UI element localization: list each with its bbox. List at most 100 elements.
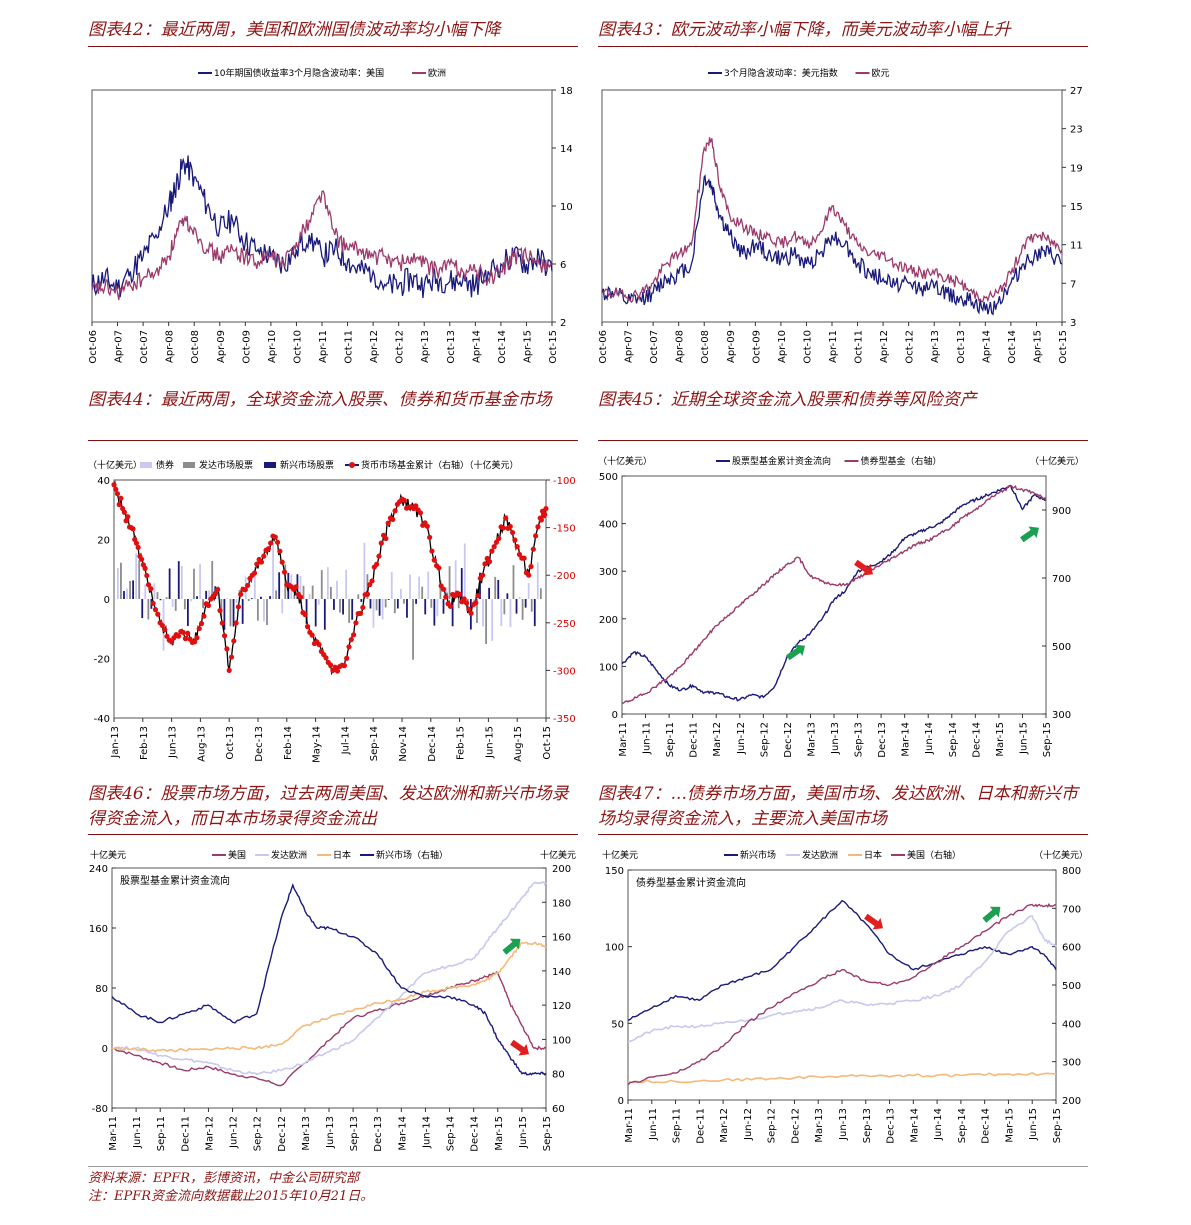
money-market-point (258, 559, 265, 565)
legend-entry: 发达欧洲 (802, 849, 838, 861)
y-right-tick-label: 140 (552, 967, 571, 978)
flow-bar (275, 590, 278, 599)
money-market-point (489, 548, 495, 554)
flow-bar (308, 594, 311, 599)
x-tick-label: Sep-14 (957, 1108, 968, 1143)
legend-entry: 10年期国债收益率3个月隐含波动率：美国 (214, 67, 384, 79)
flow-bar (460, 568, 463, 599)
legend-swatch (140, 462, 152, 468)
money-market-point (530, 546, 536, 552)
flow-bar (202, 599, 204, 609)
series-line (111, 881, 547, 1076)
flow-bar (272, 542, 274, 599)
x-tick-label: May-14 (312, 726, 323, 763)
x-tick-label: Feb-14 (283, 726, 294, 760)
x-tick-label: Aug-13 (196, 726, 207, 762)
money-market-point (152, 607, 159, 613)
money-market-point (268, 540, 274, 546)
flow-bar (406, 599, 408, 618)
x-tick-label: Jan-13 (110, 726, 121, 759)
flow-bar (269, 596, 271, 599)
money-market-point (254, 561, 260, 567)
flow-bar (229, 599, 232, 627)
x-tick-label: Sep-11 (156, 1116, 167, 1151)
money-market-point (111, 482, 117, 488)
y-tick-label: 6 (560, 260, 566, 271)
y-tick-label: 7 (1070, 279, 1076, 290)
y-left-tick-label: -20 (94, 655, 110, 666)
x-tick-label: Mar-15 (494, 1116, 505, 1151)
flow-bar (485, 599, 487, 644)
legend-entry: 股票型基金累计资金流向 (732, 455, 831, 467)
x-tick-label: Jun-11 (132, 1116, 143, 1149)
flow-bar (171, 599, 174, 607)
money-market-point (125, 514, 131, 520)
legend-swatch (264, 462, 276, 468)
y-left-tick-label: 150 (605, 866, 624, 877)
y-left-tick-label: 100 (605, 943, 624, 954)
money-market-point (466, 606, 472, 612)
flow-bar (336, 580, 338, 599)
legend-entry: 美国 (228, 849, 246, 861)
y-tick-label: 27 (1070, 86, 1083, 97)
x-tick-label: Sep-14 (948, 722, 959, 757)
flow-bar (305, 599, 308, 624)
flow-bar (323, 599, 326, 630)
flow-bar (156, 592, 159, 599)
flow-bar (442, 599, 445, 614)
x-tick-label: Mar-11 (618, 722, 629, 757)
flow-bar (369, 599, 372, 609)
arrow-marker (982, 906, 1001, 923)
money-market-point (144, 572, 150, 579)
x-tick-label: Apr-08 (165, 330, 176, 363)
x-tick-label: Apr-13 (930, 330, 941, 363)
y-right-tick-label: 160 (552, 933, 571, 944)
flow-bar (120, 562, 122, 599)
y-left-tick-label: 500 (599, 472, 618, 483)
x-tick-label: Apr-07 (624, 330, 635, 363)
money-market-point (302, 611, 308, 618)
flow-bar (445, 587, 448, 599)
flow-bar (180, 565, 183, 599)
flow-bar (126, 588, 128, 599)
y-left-tick-label: 100 (599, 662, 618, 673)
y-right-tick-label: 500 (1052, 642, 1071, 653)
y-right-tick-label: 180 (552, 898, 571, 909)
y-right-tick-label: 600 (1062, 943, 1081, 954)
x-tick-label: Jun-11 (642, 722, 653, 755)
x-tick-label: Oct-08 (190, 330, 201, 364)
money-market-point (123, 518, 129, 524)
y-tick-label: 10 (560, 202, 573, 213)
flow-bar (390, 572, 393, 599)
money-market-point (369, 578, 375, 584)
money-market-point (385, 520, 391, 526)
money-market-point (516, 551, 523, 558)
x-tick-label: Apr-12 (369, 330, 380, 363)
money-market-point (228, 654, 235, 660)
money-market-point (447, 603, 453, 609)
flow-bar (497, 579, 500, 599)
flow-bar (186, 599, 189, 626)
money-market-point (334, 668, 341, 674)
y-left-tick-label: 300 (599, 567, 618, 578)
x-tick-label: Mar-13 (814, 1108, 825, 1143)
series-line (627, 1072, 1057, 1084)
flow-bar (375, 599, 378, 611)
arrow-shape (1020, 526, 1040, 543)
series-line (621, 484, 1047, 705)
x-tick-label: Mar-11 (624, 1108, 635, 1143)
y-right-tick-label: -300 (553, 666, 576, 677)
x-tick-label: Sep-12 (253, 1116, 264, 1151)
x-tick-label: Oct-09 (241, 330, 252, 364)
money-market-point (543, 505, 549, 512)
arrow-marker (502, 938, 521, 955)
money-market-point (159, 622, 165, 629)
series-line (627, 915, 1057, 1043)
money-market-point (316, 641, 322, 648)
flow-bar (177, 561, 180, 599)
legend-marker (349, 462, 355, 468)
money-market-point (390, 516, 396, 523)
x-tick-label: Sep-15 (1052, 1108, 1063, 1143)
y-left-tick-label: 400 (599, 520, 618, 531)
flow-bar (174, 599, 177, 611)
